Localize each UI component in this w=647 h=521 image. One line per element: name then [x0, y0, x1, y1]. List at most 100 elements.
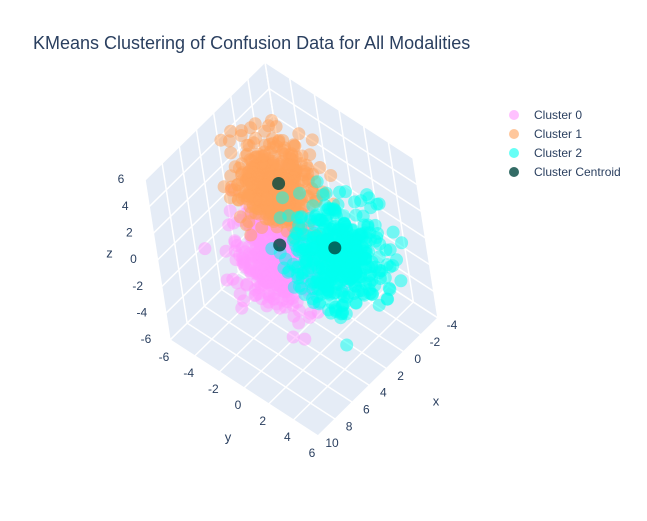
- tick-label-z: -2: [132, 279, 143, 293]
- data-point: [305, 133, 319, 147]
- centroid-point-2[interactable]: [328, 241, 342, 255]
- tick-label-z: 6: [118, 172, 125, 186]
- tick-label-x: 10: [325, 436, 339, 450]
- grid-line-y: [317, 317, 439, 437]
- data-point: [386, 225, 400, 239]
- tick-label-y: 0: [235, 398, 242, 412]
- grid-line-y: [412, 157, 439, 319]
- legend-item-cluster-0[interactable]: Cluster 0: [506, 105, 621, 124]
- data-point: [339, 185, 352, 199]
- data-points: [198, 114, 409, 352]
- data-point: [298, 332, 312, 346]
- data-point: [390, 253, 403, 267]
- grid-line-z: [264, 61, 414, 159]
- tick-label-x: 4: [380, 386, 387, 400]
- data-point: [316, 188, 330, 202]
- data-point: [299, 252, 313, 266]
- data-point: [276, 191, 289, 205]
- data-point: [269, 120, 283, 134]
- tick-label-y: 2: [259, 414, 266, 428]
- data-point: [354, 194, 368, 208]
- legend-label-cluster-1: Cluster 1: [534, 126, 583, 141]
- tick-label-y: -4: [183, 366, 194, 380]
- grid-line-z: [148, 88, 270, 208]
- data-point: [249, 288, 263, 302]
- data-point: [297, 237, 310, 251]
- data-point: [292, 127, 306, 141]
- data-point: [233, 248, 247, 262]
- data-point: [277, 285, 291, 298]
- data-point: [313, 161, 327, 174]
- chart-title: KMeans Clustering of Confusion Data for …: [33, 33, 471, 53]
- legend-swatch-cluster-1: [509, 128, 519, 139]
- tick-label-x: 8: [346, 419, 353, 433]
- data-point: [296, 175, 310, 189]
- data-point: [228, 235, 242, 249]
- legend-label-cluster-centroid: Cluster Centroid: [534, 164, 621, 179]
- legend-swatch-cluster-centroid: [509, 166, 519, 177]
- data-point: [224, 146, 238, 160]
- legend-label-cluster-0: Cluster 0: [534, 107, 583, 122]
- data-point: [198, 242, 212, 256]
- axis-labels: x y z: [106, 245, 440, 444]
- data-point: [356, 209, 370, 223]
- data-point: [368, 218, 382, 232]
- data-point: [334, 307, 348, 321]
- data-point: [292, 316, 306, 330]
- data-point: [369, 234, 382, 248]
- data-point: [328, 263, 342, 277]
- data-point: [324, 169, 338, 182]
- data-point: [273, 301, 287, 315]
- data-point: [328, 232, 342, 245]
- tick-label-z: -6: [141, 332, 152, 346]
- tick-label-y: 6: [309, 446, 316, 460]
- legend-item-cluster-centroid[interactable]: Cluster Centroid: [506, 162, 621, 181]
- tick-label-x: 0: [414, 352, 421, 366]
- data-point: [317, 247, 331, 261]
- data-point: [349, 296, 363, 310]
- grid-line-z: [268, 88, 418, 186]
- legend-item-cluster-1[interactable]: Cluster 1: [506, 124, 621, 143]
- data-point: [234, 129, 248, 142]
- tick-label-z: 0: [130, 252, 137, 266]
- legend-swatch-cluster-0: [509, 109, 519, 120]
- data-point: [249, 193, 263, 206]
- data-point: [286, 298, 300, 312]
- data-point: [217, 180, 231, 194]
- data-point: [222, 134, 236, 148]
- data-point: [289, 226, 303, 240]
- data-point: [260, 192, 274, 206]
- data-point: [291, 268, 304, 282]
- legend-item-cluster-2[interactable]: Cluster 2: [506, 143, 621, 162]
- data-point: [303, 310, 317, 324]
- data-point: [394, 274, 408, 288]
- tick-label-z: 4: [122, 199, 129, 213]
- data-point: [319, 214, 333, 228]
- data-point: [340, 338, 354, 352]
- data-point: [293, 186, 306, 200]
- data-point: [255, 149, 269, 163]
- data-point: [369, 260, 383, 274]
- data-point: [273, 211, 287, 225]
- data-point: [259, 275, 273, 289]
- centroid-point-0[interactable]: [273, 238, 287, 252]
- data-point: [258, 178, 272, 192]
- data-point: [304, 211, 318, 225]
- centroid-points: [272, 177, 342, 255]
- data-point: [306, 185, 320, 199]
- data-point: [381, 292, 395, 306]
- centroid-point-1[interactable]: [272, 177, 286, 190]
- data-point: [368, 278, 382, 292]
- data-point: [294, 211, 308, 225]
- data-point: [223, 191, 237, 205]
- data-point: [240, 277, 254, 291]
- data-point: [220, 273, 234, 287]
- data-point: [345, 253, 359, 267]
- data-point: [287, 163, 301, 177]
- data-point: [253, 238, 267, 252]
- data-point: [251, 168, 265, 182]
- data-point: [231, 178, 245, 192]
- data-point: [286, 330, 300, 344]
